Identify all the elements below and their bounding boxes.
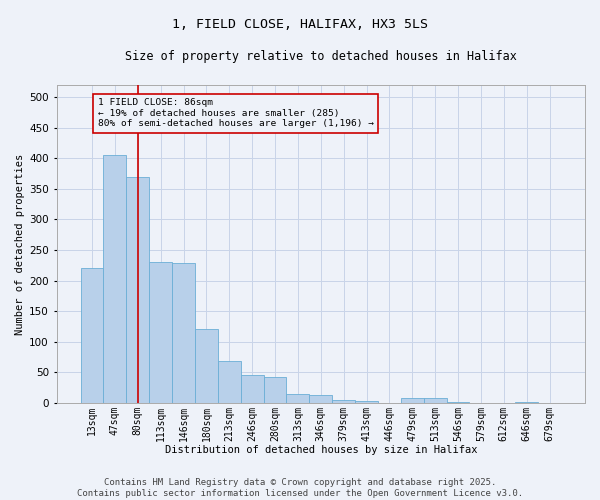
Bar — [149, 262, 172, 403]
Bar — [446, 402, 469, 403]
Text: Contains HM Land Registry data © Crown copyright and database right 2025.
Contai: Contains HM Land Registry data © Crown c… — [77, 478, 523, 498]
Bar — [103, 156, 127, 403]
Text: 1 FIELD CLOSE: 86sqm
← 19% of detached houses are smaller (285)
80% of semi-deta: 1 FIELD CLOSE: 86sqm ← 19% of detached h… — [98, 98, 374, 128]
Bar — [218, 361, 241, 403]
Bar — [355, 401, 378, 403]
Bar — [172, 264, 195, 403]
Title: Size of property relative to detached houses in Halifax: Size of property relative to detached ho… — [125, 50, 517, 63]
Text: 1, FIELD CLOSE, HALIFAX, HX3 5LS: 1, FIELD CLOSE, HALIFAX, HX3 5LS — [172, 18, 428, 30]
Bar — [310, 396, 332, 403]
Bar — [515, 402, 538, 403]
Bar — [80, 268, 103, 403]
Bar — [401, 398, 424, 403]
Y-axis label: Number of detached properties: Number of detached properties — [15, 154, 25, 334]
Bar — [286, 394, 310, 403]
Bar — [424, 398, 446, 403]
Bar — [241, 376, 263, 403]
Bar — [332, 400, 355, 403]
Bar — [195, 330, 218, 403]
Bar — [127, 176, 149, 403]
Bar — [263, 377, 286, 403]
X-axis label: Distribution of detached houses by size in Halifax: Distribution of detached houses by size … — [164, 445, 477, 455]
